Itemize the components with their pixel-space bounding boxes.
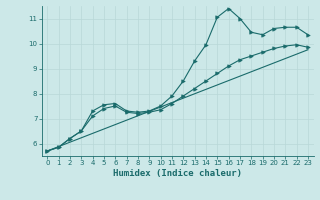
X-axis label: Humidex (Indice chaleur): Humidex (Indice chaleur): [113, 169, 242, 178]
